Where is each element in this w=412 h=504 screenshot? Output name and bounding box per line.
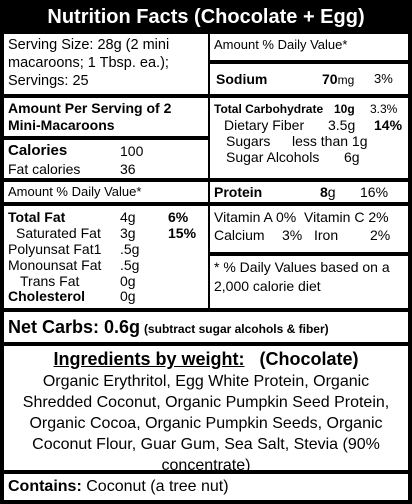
net-carbs-section: Net Carbs: 0.6g (subtract sugar alcohols… (4, 312, 408, 342)
ingredients-list: Organic Erythritol, Egg White Protein, O… (22, 373, 390, 474)
protein-label: Protein (214, 184, 263, 200)
sodium-label: Sodium (216, 71, 268, 87)
polyunsat-label: Polyunsat Fat1 (8, 241, 102, 257)
total-carb-dv: 3.3% (370, 102, 398, 116)
calcium-label: Calcium (214, 227, 265, 243)
iron-label: Iron (314, 227, 339, 243)
iron-dv: 2% (370, 227, 391, 243)
serving-info: Serving Size: 28g (2 mini macaroons; 1 T… (4, 34, 208, 94)
cholesterol-amount: 0g (120, 288, 136, 304)
net-carbs-note: (subtract sugar alcohols & fiber) (143, 322, 329, 336)
protein-amount: 8 (320, 184, 328, 200)
servings-count: Servings: 25 (8, 73, 89, 89)
daily-values-footnote: * % Daily Values based on a 2,000 calori… (210, 256, 408, 308)
serving-size: Serving Size: 28g (2 mini macaroons; 1 T… (8, 37, 170, 71)
protein-unit: g (327, 184, 336, 200)
sodium-unit: mg (337, 73, 355, 87)
trans-fat-label: Trans Fat (20, 273, 80, 289)
ingredients-section: Ingredients by weight: (Chocolate) Organ… (4, 346, 408, 474)
saturated-fat-label: Saturated Fat (16, 225, 101, 241)
cholesterol-label: Cholesterol (8, 288, 86, 304)
monounsat-amount: .5g (120, 257, 140, 273)
total-carb-amount: 10g (334, 102, 355, 116)
total-fat-amount: 4g (120, 209, 136, 225)
sugar-alcohols-amount: 6g (344, 149, 360, 165)
sugars-label: Sugars (226, 133, 271, 149)
net-carbs-label: Net Carbs: 0.6g (8, 317, 141, 337)
total-carb-label: Total Carbohydrate (214, 102, 324, 116)
calories-label: Calories (8, 142, 68, 159)
ingredients-flavor: (Chocolate) (259, 349, 359, 369)
carbs-section: Total Carbohydrate 10g 3.3% Dietary Fibe… (210, 98, 408, 178)
vitamins-section: Vitamin A 0% Vitamin C 2% Calcium 3% Iro… (210, 206, 408, 252)
ingredients-heading: Ingredients by weight: (53, 349, 245, 369)
calcium-dv: 3% (282, 227, 303, 243)
total-fat-dv: 6% (168, 209, 189, 225)
protein-section: Protein 8g 16% (210, 182, 408, 202)
monounsat-label: Monounsat Fat (8, 257, 102, 273)
sodium-section: Sodium 70mg 3% (210, 64, 408, 94)
fiber-label: Dietary Fiber (224, 117, 305, 133)
daily-value-header: Amount % Daily Value* (4, 182, 208, 202)
right-daily-value-header: Amount % Daily Value* (210, 34, 408, 60)
calories-value: 100 (120, 143, 144, 159)
calories-section: Calories 100 Fat calories 36 (4, 140, 208, 178)
fats-section: Total Fat 4g 6% Saturated Fat 3g 15% Pol… (4, 206, 208, 308)
vitamin-a-c: Vitamin A 0% Vitamin C 2% (214, 209, 389, 225)
fiber-dv: 14% (374, 117, 403, 133)
total-fat-label: Total Fat (8, 209, 66, 225)
amount-per-serving: Amount Per Serving of 2 Mini-Macaroons (4, 98, 208, 136)
contains-label: Contains: (8, 478, 82, 495)
fat-calories-value: 36 (120, 161, 136, 177)
fat-calories-label: Fat calories (8, 161, 81, 177)
sugar-alcohols-label: Sugar Alcohols (226, 149, 320, 165)
sodium-dv: 3% (374, 71, 393, 86)
contains-text: Coconut (a tree nut) (86, 478, 229, 495)
saturated-fat-dv: 15% (168, 225, 197, 241)
saturated-fat-amount: 3g (120, 225, 136, 241)
sodium-amount: 70 (322, 71, 338, 87)
label-title: Nutrition Facts (Chocolate + Egg) (47, 6, 365, 28)
sugars-amount: less than 1g (292, 133, 368, 149)
protein-dv: 16% (360, 184, 389, 200)
allergen-section: Contains: Coconut (a tree nut) (4, 474, 408, 500)
trans-fat-amount: 0g (120, 273, 136, 289)
polyunsat-amount: .5g (120, 241, 140, 257)
fiber-amount: 3.5g (328, 117, 356, 133)
